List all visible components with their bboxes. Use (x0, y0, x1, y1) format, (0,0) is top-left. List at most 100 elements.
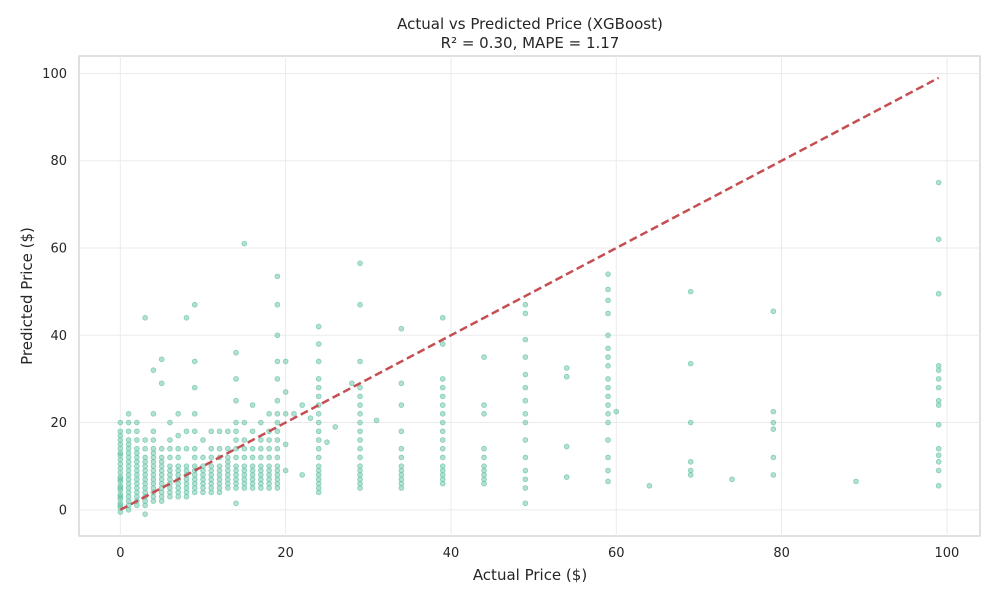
data-point (158, 380, 165, 387)
x-tick-labels: 0 20 40 60 80 100 (116, 546, 959, 561)
data-point (687, 467, 694, 474)
data-point (167, 445, 173, 452)
data-point (307, 415, 314, 421)
data-point (357, 454, 363, 461)
data-point (142, 445, 148, 452)
data-point (233, 437, 239, 443)
data-point (233, 463, 239, 469)
data-point (191, 454, 198, 461)
data-point (167, 419, 173, 426)
data-point (398, 402, 405, 408)
data-point (605, 271, 611, 277)
data-point (522, 411, 529, 417)
data-point (605, 467, 611, 474)
data-point (299, 402, 305, 408)
data-point (150, 445, 157, 452)
data-point (134, 445, 140, 452)
data-point (605, 454, 611, 461)
data-point (249, 402, 256, 408)
y-tick-labels: 0 20 40 60 80 100 (42, 67, 67, 518)
data-point (117, 502, 124, 509)
reference-line (119, 76, 940, 511)
data-point (274, 411, 281, 417)
data-point (208, 463, 215, 469)
data-point (274, 358, 281, 365)
data-point (258, 454, 264, 461)
data-point (398, 463, 405, 469)
data-point (315, 428, 322, 435)
data-point (191, 411, 198, 417)
data-point (439, 411, 446, 417)
data-point (233, 376, 239, 382)
data-point (357, 428, 363, 435)
data-point (224, 428, 231, 435)
data-point (522, 437, 529, 443)
data-point (150, 367, 157, 373)
data-point (167, 437, 173, 443)
data-point (183, 445, 190, 452)
data-point (357, 445, 363, 452)
data-point (117, 485, 124, 491)
data-point (117, 428, 124, 435)
data-point (357, 419, 363, 426)
data-point (266, 445, 272, 452)
data-point (282, 358, 289, 365)
data-point (935, 459, 942, 465)
y-tick-label: 80 (50, 154, 67, 169)
data-point (175, 463, 181, 469)
data-point (373, 417, 380, 424)
data-point (935, 384, 942, 391)
data-point (332, 424, 339, 430)
data-point (175, 445, 181, 452)
data-point (266, 411, 272, 417)
data-point (398, 325, 405, 332)
data-point (142, 511, 148, 517)
data-point (191, 445, 198, 452)
data-point (291, 411, 297, 417)
data-point (241, 419, 248, 426)
data-point (605, 332, 611, 339)
data-point (605, 286, 611, 293)
data-point (935, 421, 942, 428)
data-point (315, 411, 322, 417)
data-point (935, 179, 942, 186)
y-tick-label: 40 (50, 329, 67, 344)
data-point (274, 397, 281, 404)
data-point (439, 393, 446, 400)
data-point (605, 402, 611, 408)
y-tick-label: 0 (59, 503, 67, 518)
data-point (258, 437, 264, 443)
data-point (687, 288, 694, 295)
data-point (233, 500, 239, 507)
data-point (274, 437, 281, 443)
data-point (687, 419, 694, 426)
data-point (175, 432, 181, 439)
points-layer (117, 179, 942, 517)
data-point (646, 483, 653, 489)
x-tick-label: 100 (935, 546, 960, 561)
data-point (274, 428, 281, 435)
y-tick-label: 100 (42, 67, 67, 82)
data-point (729, 476, 735, 483)
data-point (249, 463, 256, 469)
data-point (274, 332, 281, 339)
data-point (935, 467, 942, 474)
data-point (439, 445, 446, 452)
data-point (481, 354, 487, 360)
data-point (183, 463, 190, 469)
data-point (167, 454, 173, 461)
data-point (687, 459, 694, 465)
data-point (605, 354, 611, 360)
data-point (125, 419, 132, 426)
data-point (935, 483, 942, 489)
data-point (315, 454, 322, 461)
data-point (142, 454, 148, 461)
data-point (398, 454, 405, 461)
x-tick-label: 80 (773, 546, 790, 561)
data-point (522, 397, 529, 404)
data-point (348, 380, 355, 387)
data-point (142, 437, 148, 443)
data-point (357, 463, 363, 469)
